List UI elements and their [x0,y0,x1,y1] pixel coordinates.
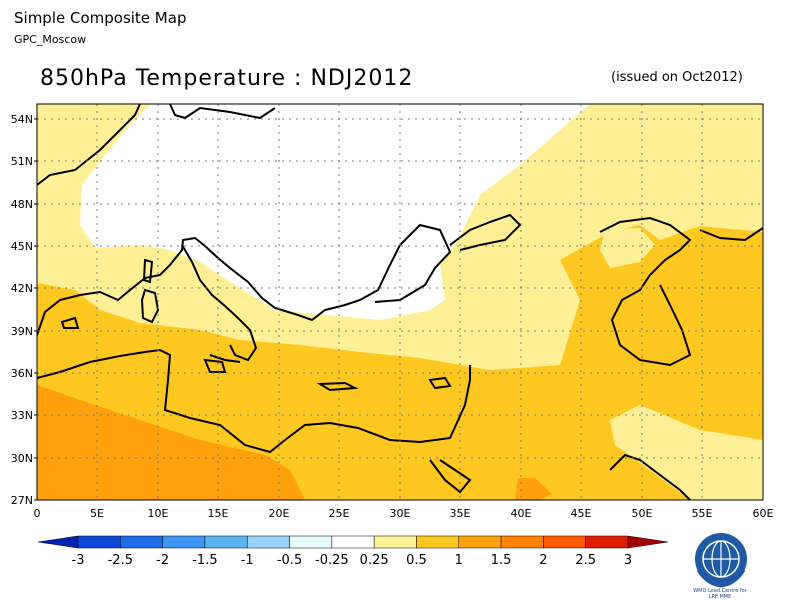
colorbar-label: 2 [539,553,547,568]
colorbar-label: -1 [241,553,254,568]
colorbar-swatch [373,535,417,549]
lon-label: 60E [753,507,774,520]
lon-label: 50E [632,507,653,520]
colorbar-swatch [458,535,502,549]
colorbar-arrow-left [37,535,79,549]
lon-label: 45E [571,507,592,520]
colorbar-label: 0.25 [360,553,389,568]
app-subtitle: GPC_Moscow [14,33,87,46]
lat-label: 27N [11,494,33,507]
colorbar-swatch [77,535,121,549]
lon-label: 55E [692,507,713,520]
lon-label: 10E [148,507,169,520]
colorbar-swatch [500,535,544,549]
colorbar-swatch [585,535,629,549]
colorbar-label: -0.25 [315,553,349,568]
colorbar-label: -2.5 [108,553,133,568]
colorbar: -3 -2.5 -2 -1.5 -1 -0.5 -0.25 0.25 0.5 1 1.5 2 2.5 3 [37,535,669,568]
colorbar-swatch [331,535,375,549]
islands [60,258,452,392]
field-light-yellow-patch [600,228,655,268]
gridlines [37,104,763,500]
lat-label: 33N [11,409,33,422]
field-orange [37,385,305,500]
colorbar-label: 2.5 [575,553,596,568]
wmo-logo-text: WMO Lead Centre for LRF MME [680,588,760,600]
colorbar-label: -2 [156,553,169,568]
map-frame [36,103,764,501]
colorbar-swatch [162,535,206,549]
lat-label: 36N [11,367,33,380]
colorbar-swatch [543,535,586,549]
lat-ticks [34,118,37,501]
colorbar-swatch [204,535,248,549]
colorbar-label: -1.5 [192,553,217,568]
map-title: 850hPa Temperature : NDJ2012 [40,66,414,91]
field-light-yellow-east [610,405,763,500]
wmo-logo-text-line1: WMO Lead Centre for [693,588,747,594]
field-white [80,104,590,320]
lat-label: 51N [11,155,33,168]
colorbar-swatch [289,535,333,549]
colorbar-label: 0.5 [406,553,427,568]
coastlines [37,104,763,500]
lat-label: 54N [11,113,33,126]
lat-label: 39N [11,325,33,338]
colorbar-label: 1.5 [491,553,512,568]
colorbar-label: -3 [72,553,85,568]
colorbar-swatch [120,535,163,549]
lon-label: 35E [450,507,471,520]
lon-label: 20E [269,507,290,520]
lat-label: 42N [11,282,33,295]
colorbar-swatch [246,535,290,549]
wmo-logo-text-line2: LRF MME [708,594,732,600]
colorbar-label: 3 [624,553,632,568]
lon-label: 25E [329,507,350,520]
lat-label: 48N [11,198,33,211]
lat-axis: 54N 51N 48N 45N 42N 39N 36N 33N 30N 27N [11,113,33,507]
wmo-logo [690,528,752,598]
colorbar-label: -0.5 [277,553,302,568]
lat-label: 45N [11,240,33,253]
lon-label: 15E [208,507,229,520]
field-orange-patch [515,478,552,500]
colorbar-arrow-right [627,535,669,549]
colorbar-swatch [416,535,460,549]
colorbar-label: 1 [455,553,463,568]
lat-label: 30N [11,452,33,465]
lon-axis: 0 5E 10E 15E 20E 25E 30E 35E 40E 45E 50E… [34,507,774,520]
issued-date: (issued on Oct2012) [611,70,743,85]
lon-label: 40E [511,507,532,520]
wmo-emblem-icon [695,533,747,588]
lon-label: 30E [390,507,411,520]
lon-label: 0 [34,507,41,520]
app-title: Simple Composite Map [14,9,187,27]
lon-label: 5E [90,507,104,520]
